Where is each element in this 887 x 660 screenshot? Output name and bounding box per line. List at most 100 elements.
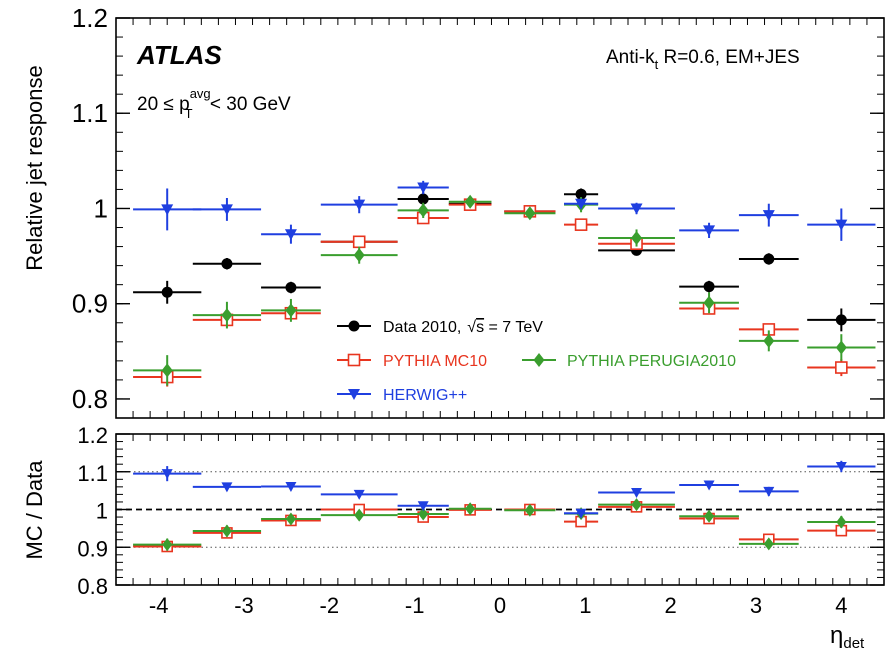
ratio-y-tick-label: 0.8 [77, 574, 108, 599]
data-point-marker [285, 512, 296, 526]
main-y-tick-label: 0.9 [72, 289, 108, 319]
data-point-marker [285, 303, 297, 318]
legend-sqrt-symbol: √ [467, 319, 476, 336]
data-point-marker [417, 501, 429, 512]
data-point-marker [417, 193, 429, 205]
cut-label-pre: 20 ≤ p [137, 94, 190, 115]
cut-label-sup: avg [190, 86, 211, 101]
data-point-marker [630, 203, 643, 215]
legend-sqrt-s: s [476, 319, 484, 336]
data-point-marker [162, 538, 173, 552]
data-point-marker [161, 363, 173, 378]
algorithm-label-rest: R=0.6, EM+JES [658, 47, 800, 68]
data-point-marker [763, 333, 775, 348]
data-point-marker [703, 480, 715, 491]
data-point-marker [835, 461, 847, 472]
x-tick-label: 1 [579, 593, 591, 618]
algorithm-label-sub: t [655, 57, 659, 72]
cut-label: 20 ≤ pavg T < 30 GeV [137, 86, 291, 121]
x-tick-label: -2 [320, 593, 340, 618]
legend: Data 2010, √s = 7 TeV PYTHIA MC10 PYTHIA … [337, 319, 736, 404]
data-point-marker [353, 199, 366, 211]
main-y-tick-label: 1.2 [72, 3, 108, 33]
data-point-marker [763, 537, 774, 551]
legend-entry-data: Data 2010, √s = 7 TeV [337, 319, 543, 336]
ratio-y-tick-label: 1.2 [77, 423, 108, 448]
data-point-marker [524, 503, 535, 517]
legend-data-marker [348, 320, 360, 332]
data-point-marker [575, 508, 587, 519]
data-point-marker [352, 235, 366, 249]
data-point-marker [161, 204, 174, 216]
legend-entry-herwig: HERWIG++ [337, 387, 467, 404]
data-point-marker [418, 507, 429, 521]
data-point-marker [161, 469, 173, 480]
data-point-marker [835, 314, 847, 326]
data-point-marker [763, 486, 775, 497]
data-point-marker [631, 231, 643, 245]
cut-label-post: < 30 GeV [205, 94, 291, 115]
data-point-marker [631, 488, 643, 499]
ratio-y-axis-label: MC / Data [22, 460, 47, 560]
data-point-marker [836, 515, 847, 529]
legend-perugia-label: PYTHIA PERUGIA2010 [567, 353, 736, 370]
data-point-marker [703, 225, 716, 237]
legend-pythia-marker [347, 353, 361, 367]
x-axis-label: ηdet [830, 622, 865, 652]
x-tick-label: -4 [149, 593, 169, 618]
legend-perugia-marker [533, 353, 545, 367]
data-point-marker [220, 204, 233, 216]
data-point-marker [221, 524, 232, 538]
data-point-marker [835, 361, 848, 374]
data-point-marker [762, 210, 775, 222]
data-point-marker [631, 498, 642, 512]
algorithm-label-main: Anti-k [606, 47, 655, 68]
main-y-tick-label: 1.1 [72, 98, 108, 128]
chart-dynamic-layer: 0.8 0.9 1 1.1 1.2 0.8 0.9 1 1.1 1.2 -4 -3 -2 -1 0 1 2 3 4 [72, 3, 885, 618]
data-point-marker [417, 182, 430, 194]
data-point-marker [835, 219, 848, 231]
data-point-marker [703, 295, 715, 310]
data-point-marker [703, 281, 715, 293]
legend-herwig-label: HERWIG++ [383, 387, 467, 404]
main-y-tick-label: 1 [94, 193, 108, 223]
algorithm-label: Anti-kt R=0.6, EM+JES [606, 47, 800, 72]
x-tick-label: 2 [665, 593, 677, 618]
ratio-y-tick-label: 1.1 [77, 461, 108, 486]
x-axis-label-main: η [830, 622, 843, 649]
experiment-label: ATLAS [136, 40, 222, 70]
main-y-tick-label: 0.8 [72, 384, 108, 414]
x-tick-label: -3 [234, 593, 254, 618]
data-point-marker [161, 286, 173, 298]
main-y-axis-label: Relative jet response [22, 65, 47, 270]
data-point-marker [353, 489, 365, 500]
data-point-marker [464, 194, 476, 209]
data-point-marker [285, 282, 297, 294]
x-axis-label-sub: det [843, 635, 865, 652]
data-point-marker [524, 206, 536, 221]
data-point-marker [835, 340, 847, 355]
data-point-marker [285, 481, 297, 492]
ratio-y-tick-label: 0.9 [77, 536, 108, 561]
main-series-herwig- [133, 180, 876, 244]
legend-data-label-main: Data 2010, [383, 319, 461, 336]
main-plot-frame [115, 17, 885, 419]
data-point-marker [221, 258, 233, 270]
ratio-series-herwig- [133, 460, 876, 519]
legend-herwig-marker [348, 389, 360, 400]
x-tick-label: -1 [405, 593, 425, 618]
data-point-marker [704, 509, 715, 523]
data-point-marker [575, 198, 588, 210]
data-point-marker [221, 482, 233, 493]
data-point-marker [354, 508, 365, 522]
legend-entry-perugia2010: PYTHIA PERUGIA2010 [522, 353, 736, 370]
ratio-y-tick-label: 1 [96, 499, 108, 524]
legend-entry-pythia-mc10: PYTHIA MC10 [337, 353, 487, 370]
x-tick-label: 3 [750, 593, 762, 618]
data-point-marker [417, 203, 429, 218]
data-point-marker [465, 502, 476, 516]
cut-label-sub: T [185, 106, 193, 121]
data-point-marker [763, 253, 775, 265]
